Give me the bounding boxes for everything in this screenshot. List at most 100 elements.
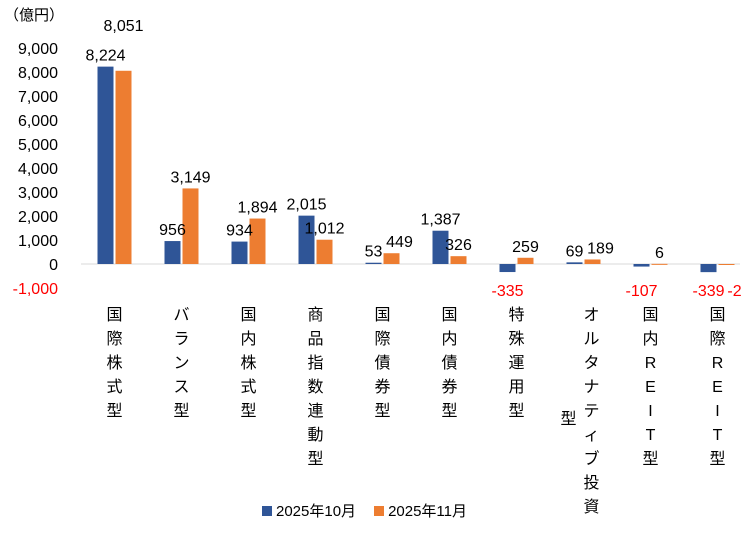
category-label-char: 型 [642,450,658,468]
data-label: 8,224 [85,48,125,65]
category-label-char: 国 [240,307,256,324]
legend: 2025年10月 2025年11月 [262,500,467,521]
bar [316,239,333,264]
category-label-char: E [645,379,656,396]
category-label-char: 型 [106,402,122,420]
category-label-char: 内 [642,330,658,348]
category-label-char: 際 [709,330,725,348]
data-label: -107 [625,283,657,300]
y-tick-label: 7,000 [18,89,58,106]
y-tick-label: 8,000 [18,65,58,82]
category-label-char: R [645,355,657,372]
legend-item-oct: 2025年10月 [262,500,356,521]
legend-label: 2025年11月 [388,503,468,520]
category-label-char: 国 [374,307,390,324]
bar [651,263,668,265]
category-label-char: 型 [173,402,189,420]
y-tick-label: 1,000 [18,233,58,250]
category-label-char: 際 [106,330,122,348]
bar [182,188,199,264]
category-label-char: T [646,427,656,444]
data-label: 3,149 [170,169,210,186]
y-tick-label: 0 [49,257,58,274]
category-label-char: ン [173,355,189,372]
category-label-char: T [713,427,723,444]
data-label: -335 [491,283,523,300]
legend-item-nov: 2025年11月 [374,500,467,521]
category-label-char: 債 [441,354,457,372]
category-label-char: E [712,379,723,396]
bar [97,66,114,265]
category-label-char: 型 [709,450,725,468]
y-tick-label: 9,000 [18,41,58,58]
category-label-char: バ [173,307,189,324]
data-label: 6 [655,245,664,262]
category-label-char: ブ [583,449,599,468]
bar [718,264,735,265]
category-label-char: タ [583,354,599,372]
category-label-char: テ [583,403,599,420]
category-label-char: 型 [374,402,390,420]
category-label-char: ル [583,331,599,348]
data-label: 326 [445,237,472,254]
category-label-char: 株 [106,354,122,372]
data-label: 53 [365,244,383,261]
bar [584,259,601,264]
bar [298,215,315,264]
y-tick-label: -1,000 [13,281,58,298]
category-label-char: 国 [709,307,725,324]
bar [115,70,132,264]
category-label-char: 資 [583,498,599,516]
category-label-char: ナ [583,379,599,396]
data-label: 956 [159,222,186,239]
legend-swatch [374,505,385,516]
category-label-char: 債 [374,354,390,372]
bar [365,262,382,264]
category-label-char: 型 [560,410,576,428]
data-label: 1,894 [237,200,277,217]
legend-label: 2025年10月 [276,503,357,520]
bar [499,264,516,273]
category-label-char: 運 [508,355,524,372]
category-label-char: 券 [441,378,457,396]
category-label-char: I [648,403,652,420]
data-label: 1,012 [304,221,344,238]
category-label-char: 内 [441,330,457,348]
bar [450,256,467,264]
category-label-char: 型 [441,402,457,420]
category-label-char: ス [173,379,189,396]
category-label-char: 用 [508,379,524,396]
category-label-char: 数 [307,378,323,396]
bar [566,262,583,264]
category-label-char: 際 [374,330,390,348]
legend-swatch [262,505,272,516]
data-label: 1,387 [420,212,460,229]
bar [700,264,717,273]
category-label-char: 国 [106,307,122,324]
data-label: 449 [386,234,413,251]
data-label: 934 [226,223,253,240]
bar [383,253,400,264]
category-label-char: 指 [307,354,323,372]
data-label: 259 [512,239,539,256]
category-label-char: 品 [307,331,323,348]
bar [517,257,534,264]
category-label-char: 券 [374,378,390,396]
category-label-char: 投 [583,474,599,492]
category-label-char: I [715,403,719,420]
y-tick-label: 2,000 [18,209,58,226]
bar [633,264,650,267]
bar [231,241,248,264]
category-label-char: 型 [240,402,256,420]
category-label-char: R [712,355,724,372]
category-label-char: ラ [173,331,189,348]
category-label-char: 型 [307,450,323,468]
data-label: 8,051 [103,18,143,35]
category-label-char: 国 [441,307,457,324]
y-tick-label: 3,000 [18,185,58,202]
bar [249,218,266,264]
y-tick-label: 6,000 [18,113,58,130]
category-label-char: 国 [642,307,658,324]
